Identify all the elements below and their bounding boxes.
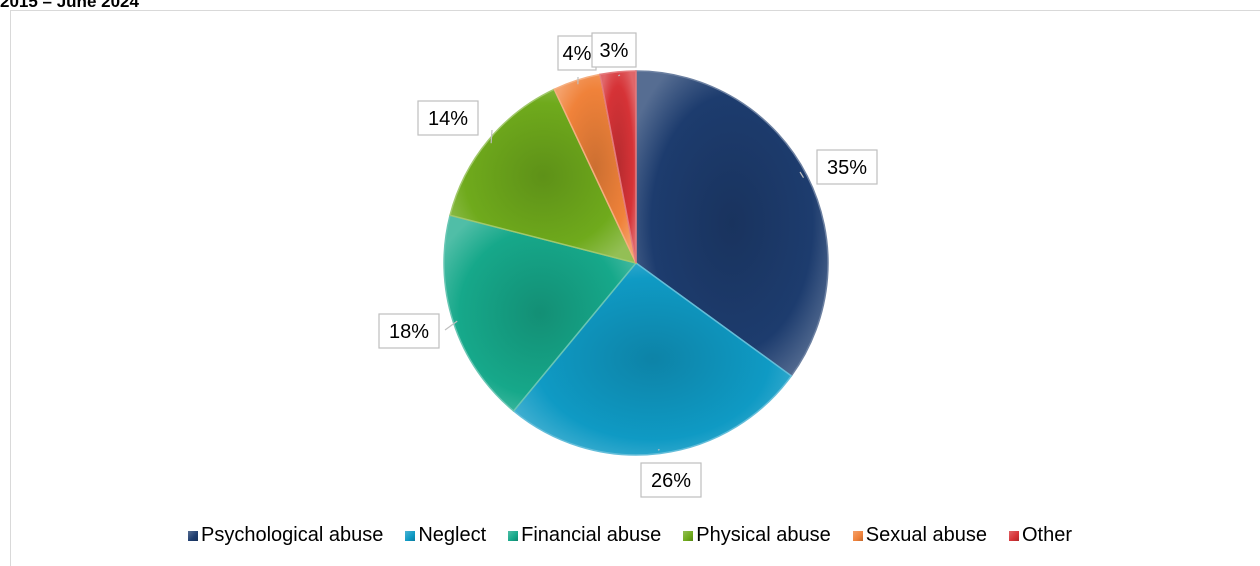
legend-label-sexual-abuse: Sexual abuse bbox=[865, 524, 987, 546]
legend-label-neglect: Neglect bbox=[418, 524, 487, 546]
data-label-box-other bbox=[591, 32, 637, 68]
data-label-sexual-abuse: 4% bbox=[563, 43, 592, 65]
legend-swatch-other bbox=[1008, 530, 1019, 541]
leader-line-psychological-abuse bbox=[799, 171, 805, 178]
legend-item-neglect: Neglect bbox=[405, 524, 486, 547]
legend-item-other: Other bbox=[1008, 524, 1072, 547]
legend-item-sexual-abuse: Sexual abuse bbox=[852, 524, 987, 547]
legend-swatch-physical-abuse bbox=[683, 530, 694, 541]
legend-item-psychological-abuse: Psychological abuse bbox=[187, 524, 384, 547]
data-label-box-neglect bbox=[640, 462, 702, 498]
legend-swatch-financial-abuse bbox=[508, 530, 519, 541]
pie-slice-other bbox=[599, 70, 637, 264]
chart-legend: Psychological abuse Neglect Financial abus… bbox=[0, 524, 1260, 547]
legend-swatch-sexual-abuse bbox=[852, 530, 863, 541]
leader-line-financial-abuse bbox=[444, 320, 458, 331]
legend-label-other: Other bbox=[1021, 524, 1072, 546]
legend-swatch-psychological-abuse bbox=[187, 530, 198, 541]
legend-label-physical-abuse: Physical abuse bbox=[696, 524, 831, 546]
data-label-box-psychological-abuse bbox=[816, 149, 878, 185]
legend-label-financial-abuse: Financial abuse bbox=[521, 524, 662, 546]
legend-label-psychological-abuse: Psychological abuse bbox=[200, 524, 384, 546]
legend-item-financial-abuse: Financial abuse bbox=[508, 524, 661, 547]
chart-title: 2015 – June 2024 bbox=[0, 0, 139, 11]
data-label-physical-abuse: 14% bbox=[428, 108, 468, 130]
data-label-box-financial-abuse bbox=[378, 313, 440, 349]
leader-line-other bbox=[618, 74, 621, 77]
pie-slice-psychological-abuse bbox=[635, 70, 829, 377]
pie-slice-neglect bbox=[512, 261, 793, 456]
chart-area bbox=[10, 10, 1260, 566]
data-label-neglect: 26% bbox=[651, 470, 691, 492]
data-label-psychological-abuse: 35% bbox=[827, 157, 867, 179]
legend-swatch-neglect bbox=[405, 530, 416, 541]
pie-slice-financial-abuse bbox=[443, 214, 638, 412]
leader-line-physical-abuse bbox=[490, 129, 493, 144]
pie-slice-physical-abuse bbox=[449, 88, 638, 265]
data-label-box-sexual-abuse bbox=[557, 35, 597, 71]
data-label-box-physical-abuse bbox=[417, 100, 479, 136]
legend-item-physical-abuse: Physical abuse bbox=[683, 524, 831, 547]
data-label-other: 3% bbox=[600, 40, 629, 62]
data-label-financial-abuse: 18% bbox=[389, 321, 429, 343]
